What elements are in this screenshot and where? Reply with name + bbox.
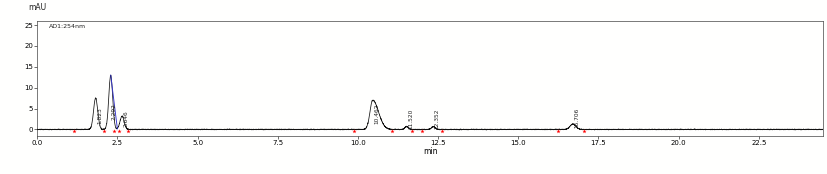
- Text: 1.823: 1.823: [97, 107, 102, 124]
- Text: 12.352: 12.352: [435, 108, 440, 129]
- Text: 16.706: 16.706: [574, 108, 579, 128]
- Text: 10.462: 10.462: [374, 104, 379, 124]
- X-axis label: min: min: [423, 147, 437, 156]
- Text: 2.292: 2.292: [112, 103, 117, 120]
- Text: 2.646: 2.646: [123, 110, 128, 127]
- Text: mAU: mAU: [28, 3, 46, 12]
- Text: 11.520: 11.520: [408, 109, 413, 129]
- Text: AD1:254nm: AD1:254nm: [49, 24, 86, 29]
